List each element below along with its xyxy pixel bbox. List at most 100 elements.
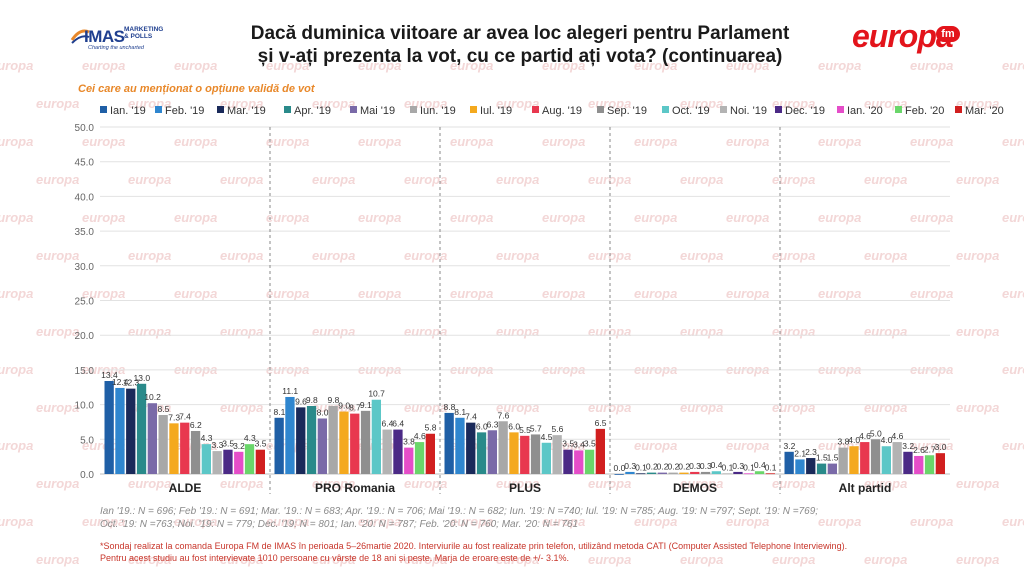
- imas-wordmark: IMAS: [84, 27, 125, 46]
- data-label: 3.4: [573, 439, 585, 449]
- imas-swoosh-icon: [70, 29, 90, 44]
- bar: [584, 449, 595, 474]
- data-label: 13.0: [134, 373, 151, 383]
- data-label: 0.2: [646, 462, 658, 472]
- bar: [509, 432, 519, 474]
- data-label: 4.6: [891, 431, 903, 441]
- data-label: 0.0: [613, 463, 625, 473]
- legend-swatch: [895, 106, 902, 113]
- bar: [754, 471, 765, 474]
- legend-swatch: [720, 106, 727, 113]
- bar: [520, 435, 530, 474]
- legend-swatch: [155, 106, 162, 113]
- legend-label: Oct. '19: [672, 105, 710, 117]
- legend-item: Aug. '19: [532, 105, 582, 121]
- data-label: 0.2: [667, 462, 679, 472]
- bar: [126, 388, 136, 474]
- data-label: 1.5: [816, 453, 828, 463]
- bar: [201, 444, 211, 474]
- data-label: 4.6: [859, 431, 871, 441]
- legend-swatch: [410, 106, 417, 113]
- methodology-footer: *Sondaj realizat la comanda Europa FM de…: [100, 540, 960, 564]
- imas-subtitle: MARKETING & POLLS: [124, 26, 163, 40]
- legend-item: Feb. '20: [895, 105, 944, 121]
- title-line-1: Dacă duminica viitoare ar avea loc alege…: [250, 23, 790, 44]
- legend-swatch: [837, 106, 844, 113]
- bar: [636, 473, 646, 475]
- legend-item: Apr. '19: [284, 105, 331, 121]
- data-label: 4.3: [201, 433, 213, 443]
- bar: [244, 444, 255, 474]
- data-label: 0.1: [743, 462, 755, 472]
- bar: [625, 471, 635, 474]
- data-label: 8.0: [317, 407, 329, 417]
- page-title: Dacă duminica viitoare ar avea loc alege…: [190, 22, 850, 68]
- bar: [700, 471, 711, 474]
- data-label: 8.1: [454, 407, 466, 417]
- legend-item: Mar. '19: [217, 105, 266, 121]
- bar: [838, 447, 848, 474]
- data-label: 6.4: [392, 419, 404, 429]
- bar: [285, 396, 295, 474]
- data-label: 0.2: [657, 462, 669, 472]
- bar: [382, 429, 392, 474]
- data-label: 3.8: [403, 437, 415, 447]
- data-label: 0.1: [721, 462, 733, 472]
- data-label: 6.2: [190, 420, 202, 430]
- data-label: 0.1: [765, 462, 777, 472]
- data-label: 8.8: [443, 402, 455, 412]
- legend-label: Mar. '19: [227, 105, 266, 117]
- data-label: 3.5: [222, 439, 234, 449]
- data-label: 3.5: [255, 439, 267, 449]
- legend-label: Aug. '19: [542, 105, 583, 117]
- bar: [574, 450, 584, 474]
- legend-swatch: [597, 106, 604, 113]
- bar: [234, 451, 244, 474]
- bar: [827, 463, 837, 474]
- y-tick-label: 30.0: [75, 262, 95, 273]
- imas-sub-line2: & POLLS: [124, 33, 153, 40]
- data-label: 7.3: [168, 412, 180, 422]
- data-label: 6.3: [487, 419, 499, 429]
- imas-tagline: Charting the uncharted: [88, 45, 144, 51]
- bar: [530, 434, 541, 474]
- legend-swatch: [470, 106, 477, 113]
- sample-size-notes: Ian '19.: N = 696; Feb '19.: N = 691; Ma…: [100, 505, 920, 531]
- bar: [795, 459, 805, 474]
- bar: [646, 472, 657, 474]
- bar: [147, 403, 157, 474]
- bar: [158, 415, 168, 474]
- footer-line-1: *Sondaj realizat la comanda Europa FM de…: [100, 541, 848, 551]
- data-label: 9.0: [338, 401, 350, 411]
- category-label: Alt partid: [839, 481, 892, 495]
- legend-item: Ian. '20: [837, 105, 883, 121]
- data-label: 3.2: [902, 441, 914, 451]
- data-label: 0.3: [689, 461, 701, 471]
- bar: [541, 442, 551, 474]
- bar: [657, 472, 667, 474]
- bar: [476, 432, 487, 474]
- bar: [371, 399, 381, 474]
- data-label: 3.2: [233, 441, 245, 451]
- data-label: 12.4: [112, 377, 129, 387]
- bar: [306, 405, 317, 474]
- legend-swatch: [350, 106, 357, 113]
- data-label: 3.2: [783, 441, 795, 451]
- legend-label: Mai '19: [360, 105, 396, 117]
- data-label: 2.6: [913, 445, 925, 455]
- category-label: PLUS: [509, 481, 541, 495]
- data-label: 0.1: [635, 462, 647, 472]
- legend-label: Iun. '19: [420, 105, 456, 117]
- chart-subtitle: Cei care au menționat o opțiune validă d…: [78, 83, 315, 95]
- legend-label: Mar. '20: [965, 105, 1004, 117]
- bar: [212, 451, 222, 474]
- notes-line-1: Ian '19.: N = 696; Feb '19.: N = 691; Ma…: [100, 506, 819, 517]
- bar: [816, 463, 827, 474]
- imas-logo: IMAS MARKETING & POLLS Charting the unch…: [70, 22, 200, 54]
- data-label: 3.0: [935, 442, 947, 452]
- bar: [733, 471, 743, 474]
- legend-item: Oct. '19: [662, 105, 710, 121]
- legend-swatch: [284, 106, 291, 113]
- data-label: 4.3: [244, 433, 256, 443]
- data-label: 6.5: [595, 418, 607, 428]
